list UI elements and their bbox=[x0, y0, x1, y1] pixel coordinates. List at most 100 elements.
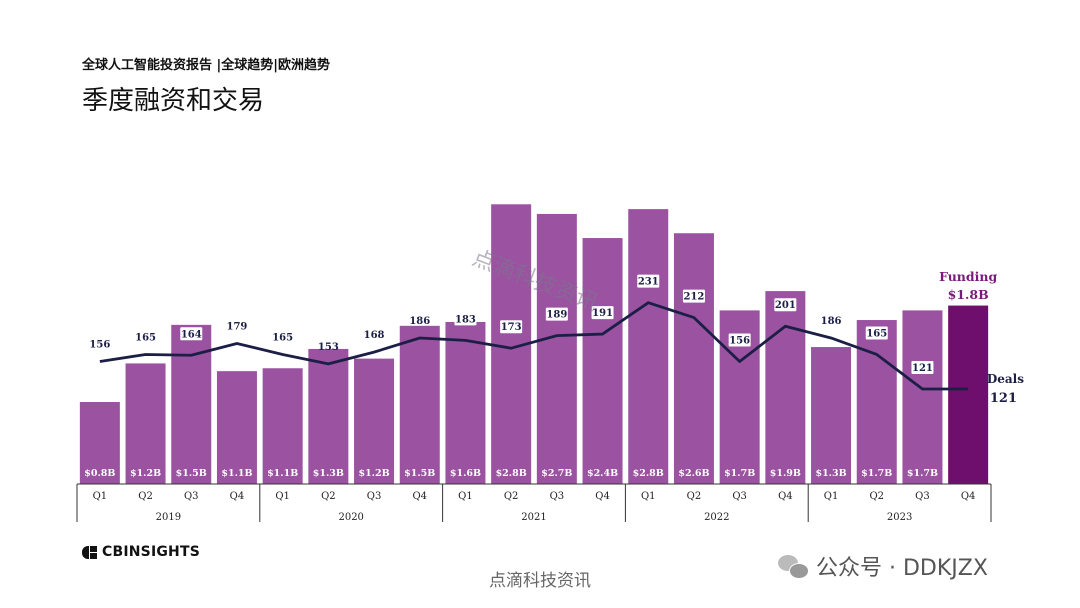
quarter-tick-label: Q2 bbox=[869, 491, 884, 502]
funding-bar-label: $2.7B bbox=[541, 468, 572, 479]
deals-label-bg bbox=[774, 298, 797, 312]
funding-bar bbox=[216, 371, 257, 484]
quarter-tick-label: Q3 bbox=[915, 491, 930, 502]
funding-bar bbox=[308, 348, 349, 484]
funding-bar-label: $1.3B bbox=[313, 468, 344, 479]
deals-data-label: 165 bbox=[135, 332, 156, 343]
funding-bar-label: $1.7B bbox=[861, 468, 892, 479]
quarter-tick-label: Q2 bbox=[504, 491, 519, 502]
deals-annotation-value: 121 bbox=[990, 391, 1017, 406]
quarter-tick-label: Q4 bbox=[412, 491, 427, 502]
quarter-tick-label: Q4 bbox=[595, 491, 610, 502]
logo-text: CBINSIGHTS bbox=[102, 544, 201, 560]
quarter-tick-label: Q4 bbox=[778, 491, 793, 502]
deals-data-label: 189 bbox=[546, 310, 567, 321]
deals-data-label: 179 bbox=[227, 321, 248, 332]
deals-label-bg bbox=[682, 289, 705, 303]
deals-data-label: 165 bbox=[866, 328, 887, 339]
funding-bar bbox=[171, 324, 212, 484]
funding-bar-label: $1.5B bbox=[404, 468, 435, 479]
funding-annotation-value: $1.8B bbox=[948, 287, 989, 302]
funding-bar bbox=[79, 402, 120, 484]
deals-data-label: 164 bbox=[181, 329, 202, 340]
deals-data-label: 173 bbox=[501, 322, 522, 333]
funding-bar bbox=[948, 305, 989, 484]
funding-bar-label: $1.5B bbox=[176, 468, 207, 479]
funding-bar bbox=[582, 238, 623, 484]
funding-bar bbox=[399, 325, 440, 484]
deals-label-bg bbox=[591, 306, 614, 320]
deals-data-label: 153 bbox=[318, 342, 339, 353]
funding-bar-label: $2.8B bbox=[496, 468, 527, 479]
funding-bar-label: $0.8B bbox=[84, 468, 115, 479]
funding-bar bbox=[902, 310, 943, 484]
year-tick-label: 2019 bbox=[156, 512, 181, 523]
deals-label-bg bbox=[728, 333, 751, 347]
deals-label-bg bbox=[180, 327, 203, 341]
funding-bar-label: $1.7B bbox=[724, 468, 755, 479]
wechat-icon bbox=[778, 553, 809, 579]
deals-data-label: 165 bbox=[272, 332, 293, 343]
year-tick-label: 2020 bbox=[338, 512, 363, 523]
funding-bar bbox=[536, 213, 577, 484]
funding-bar-label: $2.4B bbox=[587, 468, 618, 479]
funding-bar bbox=[262, 368, 303, 484]
deals-line bbox=[99, 301, 969, 391]
deals-data-label: 156 bbox=[729, 336, 750, 347]
funding-bar bbox=[765, 291, 806, 484]
bottom-watermark: 点滴科技资讯 bbox=[489, 571, 591, 591]
quarter-tick-label: Q1 bbox=[93, 491, 108, 502]
deals-data-label: 231 bbox=[638, 277, 659, 288]
quarter-tick-label: Q1 bbox=[824, 491, 839, 502]
deals-label-bg bbox=[865, 326, 888, 340]
deals-annotation-title: Deals bbox=[987, 372, 1024, 386]
deals-label-bg bbox=[911, 361, 934, 375]
deals-data-label: 168 bbox=[364, 330, 385, 341]
deals-label-bg bbox=[454, 312, 477, 326]
funding-bar-label: $1.2B bbox=[358, 468, 389, 479]
quarter-tick-label: Q1 bbox=[458, 491, 473, 502]
deals-data-label: 186 bbox=[821, 316, 842, 327]
funding-bar-label: $1.1B bbox=[221, 468, 252, 479]
deals-data-label: 186 bbox=[409, 316, 430, 327]
funding-bar-label: $2.6B bbox=[678, 468, 709, 479]
funding-bar-label: $1.6B bbox=[450, 468, 481, 479]
deals-data-label: 212 bbox=[684, 292, 705, 303]
quarter-tick-label: Q4 bbox=[961, 491, 976, 502]
deals-data-label: 183 bbox=[455, 314, 476, 325]
wechat-text: 公众号 · DDKJZX bbox=[816, 556, 988, 581]
quarter-tick-label: Q1 bbox=[641, 491, 656, 502]
deals-data-label: 201 bbox=[775, 300, 796, 311]
funding-bar-label: $1.7B bbox=[907, 468, 938, 479]
cbinsights-logo-icon bbox=[82, 545, 97, 559]
year-tick-label: 2021 bbox=[521, 512, 546, 523]
funding-bar-label: $1.3B bbox=[815, 468, 846, 479]
funding-bar bbox=[445, 321, 486, 484]
funding-bar bbox=[673, 233, 714, 484]
cbinsights-logo: CBINSIGHTS bbox=[82, 544, 200, 560]
quarter-tick-label: Q4 bbox=[230, 491, 245, 502]
funding-bar-label: $1.2B bbox=[130, 468, 161, 479]
funding-bar bbox=[125, 363, 166, 484]
wechat-account: 公众号 · DDKJZX bbox=[778, 550, 988, 582]
deals-label-bg bbox=[500, 320, 523, 334]
chart-title: 季度融资和交易 bbox=[82, 86, 265, 116]
quarter-tick-label: Q1 bbox=[275, 491, 290, 502]
funding-bar bbox=[628, 209, 669, 484]
quarter-tick-label: Q2 bbox=[687, 491, 702, 502]
deals-data-label: 121 bbox=[912, 363, 933, 374]
year-tick-label: 2022 bbox=[704, 512, 729, 523]
year-tick-label: 2023 bbox=[887, 512, 912, 523]
deals-data-label: 191 bbox=[592, 308, 613, 319]
quarter-tick-label: Q3 bbox=[732, 491, 747, 502]
quarter-tick-label: Q2 bbox=[138, 491, 153, 502]
funding-bar bbox=[811, 347, 852, 484]
funding-bar-label: $1.9B bbox=[770, 468, 801, 479]
quarter-tick-label: Q3 bbox=[550, 491, 565, 502]
quarter-tick-label: Q3 bbox=[184, 491, 199, 502]
report-subtitle: 全球人工智能投资报告 |全球趋势|欧洲趋势 bbox=[82, 58, 331, 73]
quarter-tick-label: Q3 bbox=[367, 491, 382, 502]
funding-bar bbox=[856, 320, 897, 484]
funding-bar-label: $1.1B bbox=[267, 468, 298, 479]
